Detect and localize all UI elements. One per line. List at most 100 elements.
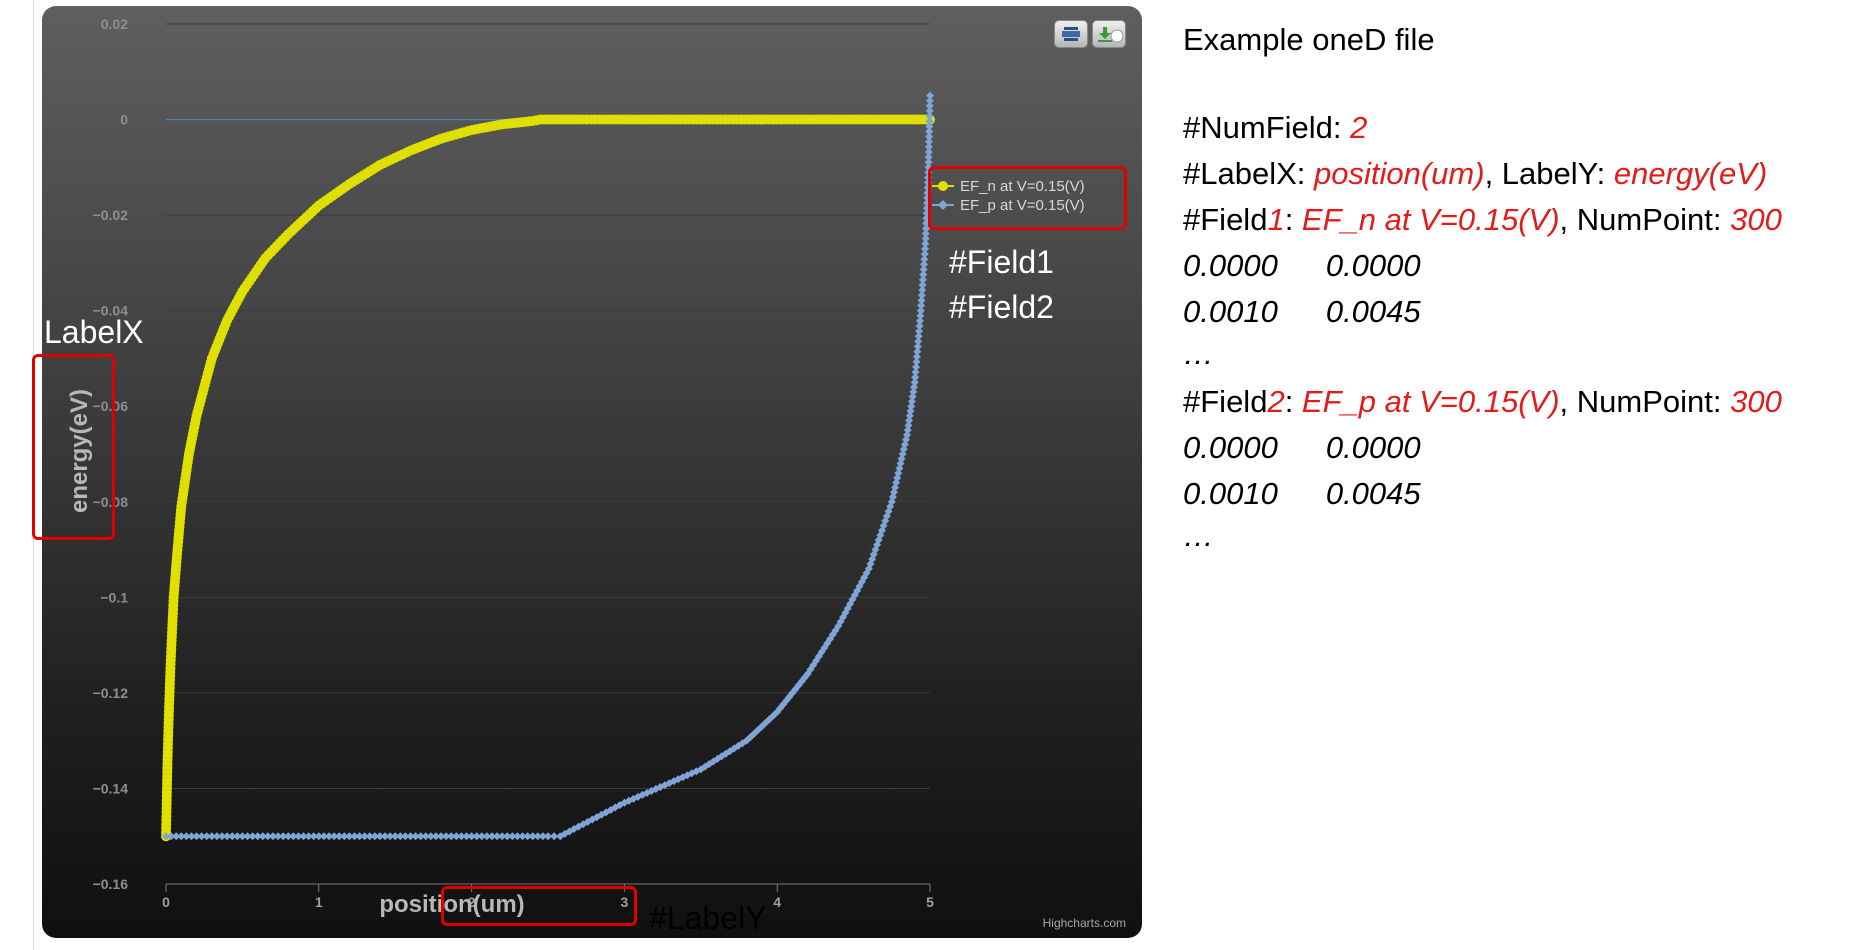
data-point <box>513 832 522 841</box>
y-tick-label: 0.02 <box>101 16 128 32</box>
data-point <box>911 373 920 382</box>
legend: EF_n at V=0.15(V) EF_p at V=0.15(V) <box>932 178 1085 214</box>
data-point <box>487 832 496 841</box>
labelx-annotation: LabelX <box>44 314 144 350</box>
data-point <box>904 421 913 430</box>
y-axis-title-highlight-box <box>32 354 115 540</box>
data-point <box>442 832 451 841</box>
legend-highlight-box <box>928 166 1127 230</box>
data-point <box>238 832 247 841</box>
field2-name: EF_p at V=0.15(V) <box>1301 384 1560 419</box>
labelx-value: position(um) <box>1314 156 1485 191</box>
data-point <box>918 275 927 284</box>
field2-row2-x: 0.0010 <box>1183 476 1278 511</box>
data-point <box>924 147 933 156</box>
x-tick-label: 5 <box>926 894 934 910</box>
data-point <box>915 316 924 325</box>
data-point <box>391 832 400 841</box>
data-point <box>912 362 921 371</box>
data-point <box>925 117 934 126</box>
data-point <box>906 407 915 415</box>
data-point <box>447 832 456 841</box>
notes-title: Example oneD file <box>1183 22 1435 57</box>
labely-annotation: #LabelY <box>649 900 767 936</box>
data-point <box>472 832 481 841</box>
data-point <box>903 426 912 435</box>
data-point <box>538 832 547 841</box>
data-point <box>882 512 891 521</box>
numfield-key: #NumField: <box>1183 110 1351 145</box>
labely-value: energy(eV) <box>1613 156 1768 191</box>
data-point <box>528 832 537 841</box>
data-point <box>309 832 318 841</box>
legend-label-ef-n: EF_n at V=0.15(V) <box>960 178 1085 195</box>
data-point <box>406 832 415 841</box>
data-point <box>324 832 333 841</box>
data-point <box>924 158 933 167</box>
legend-marker-ef-n <box>938 181 948 191</box>
data-point <box>319 832 328 841</box>
data-point <box>268 832 277 841</box>
data-point <box>396 832 405 841</box>
data-point <box>289 832 298 841</box>
print-button[interactable] <box>1054 20 1088 48</box>
data-point <box>243 832 252 841</box>
data-point <box>304 832 313 841</box>
y-tick-label: −0.06 <box>93 398 129 414</box>
data-point <box>248 832 257 841</box>
data-point <box>360 832 369 841</box>
data-point <box>335 832 344 841</box>
field2-ellipsis: … <box>1183 518 1214 553</box>
data-point <box>467 832 476 841</box>
data-point <box>925 107 934 116</box>
field2-row2-y: 0.0045 <box>1325 476 1421 511</box>
series-ef-n <box>161 114 935 842</box>
field1-numpoint-key: , NumPoint: <box>1559 202 1731 237</box>
data-point <box>411 832 420 841</box>
data-point <box>218 832 227 841</box>
export-button[interactable] <box>1092 20 1126 48</box>
data-point <box>919 265 928 274</box>
field2-colon: : <box>1284 384 1302 419</box>
data-point <box>926 91 934 100</box>
field1-row-1: 0.0000 0.0000 <box>1183 250 1421 281</box>
notes-field2-header: #Field2: EF_p at V=0.15(V), NumPoint: 30… <box>1183 386 1782 417</box>
notes-labels: #LabelX: position(um), LabelY: energy(eV… <box>1183 158 1767 189</box>
data-point <box>523 832 532 841</box>
data-point <box>518 832 527 841</box>
data-point <box>912 352 921 361</box>
y-tick-label: −0.12 <box>93 685 129 701</box>
chart-svg: 0.02 0 −0.02 −0.04 −0.06 −0.08 −0.1 −0.12 −0.14 −… <box>66 16 1126 930</box>
data-point <box>903 430 912 439</box>
data-point <box>340 832 349 841</box>
data-point <box>550 832 559 841</box>
data-point <box>917 291 926 300</box>
data-point <box>913 342 922 351</box>
field2-row1-x: 0.0000 <box>1183 430 1278 465</box>
field2-numpoint-value: 300 <box>1730 384 1782 419</box>
field1-annotation: #Field1 <box>949 244 1054 280</box>
credits-label: Highcharts.com <box>1043 916 1126 930</box>
data-point <box>910 378 919 387</box>
data-point <box>355 832 364 841</box>
field2-row-2: 0.0010 0.0045 <box>1183 478 1421 509</box>
data-point <box>187 832 196 841</box>
y-tick-label: 0 <box>120 112 128 128</box>
y-tick-labels: 0.02 0 −0.02 −0.04 −0.06 −0.08 −0.1 −0.12 −0.14 −… <box>93 16 129 892</box>
data-point <box>917 296 926 305</box>
field1-name: EF_n at V=0.15(V) <box>1301 202 1560 237</box>
x-tick-label: 0 <box>162 894 170 910</box>
y-tick-label: −0.02 <box>93 207 129 223</box>
labelx-key: #LabelX: <box>1183 156 1314 191</box>
data-point <box>233 832 242 841</box>
data-point <box>167 832 176 841</box>
x-tick-label: 2 <box>468 894 476 910</box>
print-icon <box>1062 27 1080 41</box>
data-point <box>914 332 923 341</box>
legend-label-ef-p: EF_p at V=0.15(V) <box>960 197 1085 214</box>
data-point <box>544 832 552 841</box>
data-point <box>314 832 323 841</box>
x-tick-label: 1 <box>315 894 323 910</box>
y-tick-label: −0.14 <box>93 780 129 796</box>
series-layer <box>161 91 935 842</box>
